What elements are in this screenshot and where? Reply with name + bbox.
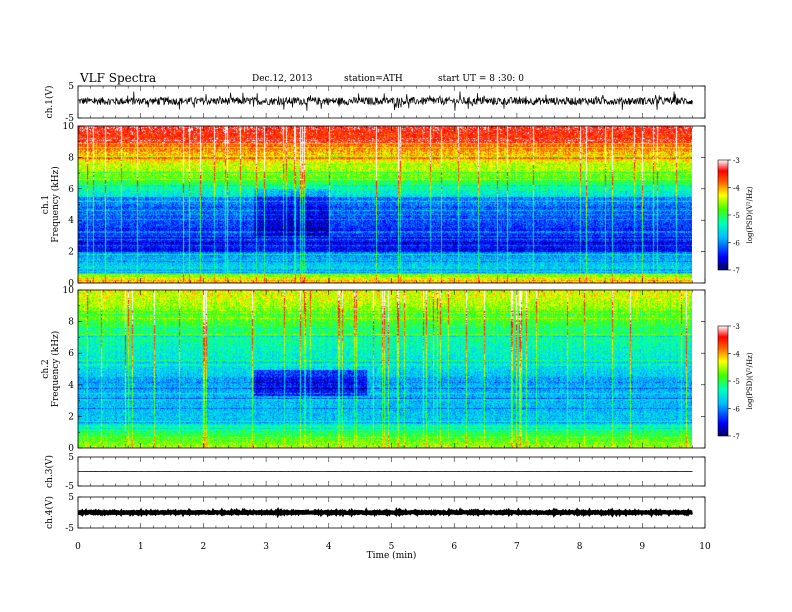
ch3-waveform-y-tick-label: -5 [65, 482, 74, 492]
ch1-spectrogram-y-tick-label: 8 [68, 153, 74, 163]
start-time-label: start UT = 8 :30: 0 [438, 74, 524, 84]
ch1-spectrogram-colorbar-tick-label: -7 [733, 267, 740, 275]
ch1-spectrogram-colorbar-tick-label: -4 [733, 185, 740, 193]
ch2-spectrogram-y-tick-label: 8 [68, 318, 74, 328]
ch1-waveform-y-label: ch.1(V) [44, 86, 55, 119]
x-axis-label: Time (min) [367, 550, 417, 561]
ch3-waveform-y-label: ch.3(V) [44, 455, 55, 488]
ch4-waveform-y-tick-label: -5 [65, 524, 74, 534]
ch4-waveform-y-tick-label: 5 [68, 493, 74, 503]
ch1-spectrogram-y-tick-label: 6 [68, 185, 74, 195]
x-tick-label: 1 [138, 542, 144, 552]
ch2-spectrogram-colorbar-tick-label: -7 [733, 433, 740, 441]
ch4-waveform-panel: 5 -5 ch.4(V) [44, 493, 706, 534]
ch3-waveform-panel: 5 -5 ch.3(V) [44, 453, 706, 492]
ch1-spectrogram-colorbar [717, 159, 729, 271]
ch1-spectrogram-y-label: Frequency (kHz) [50, 166, 61, 243]
ch1-spectrogram-colorbar-tick-label: -3 [733, 157, 740, 165]
x-tick-label: 4 [326, 542, 332, 552]
ch2-spectrogram-y-tick-label: 6 [68, 349, 74, 359]
ch1-waveform-y-tick-label: 5 [68, 82, 74, 92]
ch2-spectrogram-colorbar [717, 325, 729, 437]
ch1-spectrogram-colorbar-label: log(PSD)(V²/Hz) [746, 186, 754, 243]
x-tick-label: 0 [75, 542, 81, 552]
x-tick-label: 6 [451, 542, 457, 552]
ch1-waveform-panel: 5 -5 ch.1(V) [44, 82, 706, 124]
ch1-spectrogram-y-tick-label: 4 [68, 216, 74, 226]
ch4-waveform-trace [77, 506, 693, 519]
ch1-waveform-trace [77, 91, 693, 111]
x-tick-label: 5 [389, 542, 395, 552]
x-tick-label: 2 [201, 542, 207, 552]
ch1-spectrogram-panel: -3 -4 -5 -6 -7 log(PSD)(V²/Hz) 0 2 4 6 8 10 ch.1 Freq… [41, 122, 754, 289]
ch2-spectrogram-y-tick-label: 2 [68, 412, 74, 422]
ch1-spectrogram-colorbar-tick-label: -5 [733, 212, 740, 220]
ch1-spectrogram-y-label: ch.1 [41, 195, 51, 214]
ch4-waveform-y-label: ch.4(V) [44, 496, 55, 529]
x-tick-label: 8 [577, 542, 583, 552]
ch3-waveform-y-tick-label: 5 [68, 453, 74, 463]
ch2-spectrogram-colorbar-tick-label: -6 [733, 406, 740, 414]
ch2-spectrogram-colorbar-tick-label: -4 [733, 351, 740, 359]
ch2-spectrogram-colorbar-tick-label: -3 [733, 323, 740, 331]
ch1-waveform-y-tick-label: -5 [65, 114, 74, 124]
ch2-spectrogram-colorbar-tick-label: -5 [733, 378, 740, 386]
ch1-spectrogram-y-tick-label: 10 [63, 122, 75, 132]
ch2-spectrogram-image [78, 290, 692, 448]
ch2-spectrogram-y-tick-label: 4 [68, 381, 74, 391]
x-tick-label: 3 [263, 542, 269, 552]
ch2-spectrogram-y-tick-label: 10 [63, 286, 75, 296]
ch1-spectrogram-y-tick-label: 0 [68, 279, 74, 289]
ch2-spectrogram-y-label: ch.2 [41, 359, 51, 378]
ch1-spectrogram-image [78, 126, 692, 283]
ch2-spectrogram-colorbar-label: log(PSD)(V²/Hz) [746, 352, 754, 409]
ch1-spectrogram-colorbar-tick-label: -6 [733, 240, 740, 248]
ch2-spectrogram-panel: -3 -4 -5 -6 -7 log(PSD)(V²/Hz) 0 2 4 6 8 10 ch.2 Freq… [41, 286, 754, 454]
station-label: station=ATH [344, 74, 403, 84]
ch2-spectrogram-y-label: Frequency (kHz) [50, 331, 61, 408]
ch2-spectrogram-y-tick-label: 0 [68, 444, 74, 454]
ch1-spectrogram-y-tick-label: 2 [68, 248, 74, 258]
x-tick-label: 9 [639, 542, 645, 552]
x-tick-label: 10 [699, 542, 711, 552]
figure-title: VLF Spectra [80, 71, 157, 85]
x-tick-label: 7 [514, 542, 520, 552]
date-label: Dec.12, 2013 [252, 74, 313, 84]
